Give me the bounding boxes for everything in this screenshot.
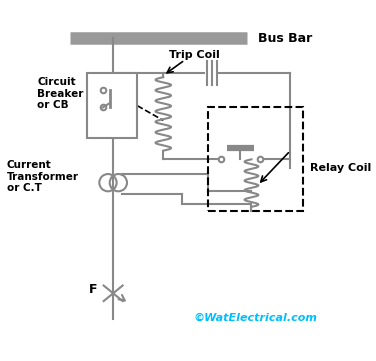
Text: Bus Bar: Bus Bar (258, 32, 312, 45)
Bar (87, 73, 137, 138)
Text: Circuit
Breaker
or CB: Circuit Breaker or CB (37, 77, 84, 110)
Text: Trip Coil: Trip Coil (169, 50, 220, 60)
Bar (208, 108, 303, 211)
Text: ©WatElectrical.com: ©WatElectrical.com (194, 313, 318, 322)
Text: Relay Coil: Relay Coil (310, 163, 371, 173)
Text: F: F (89, 283, 98, 296)
Text: Current
Transformer
or C.T: Current Transformer or C.T (7, 160, 79, 193)
